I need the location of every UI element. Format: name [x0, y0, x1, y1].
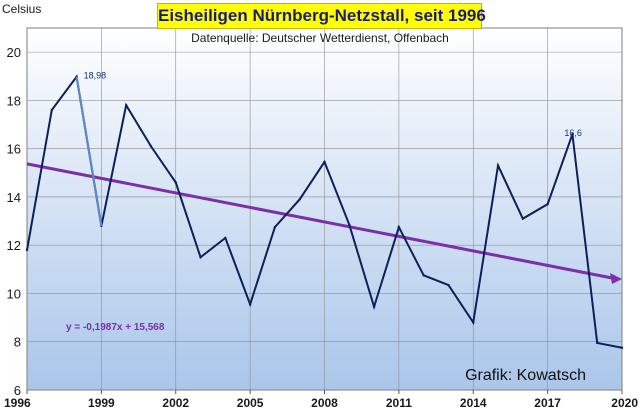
x-tick-label: 2005 [237, 396, 264, 410]
data-point [25, 248, 29, 252]
data-point [422, 274, 425, 277]
trendline [26, 162, 615, 280]
y-tick-label: 10 [7, 286, 21, 301]
data-point [50, 108, 53, 112]
grid-layer [27, 28, 622, 390]
trendline-arrowhead [610, 272, 622, 284]
data-point [348, 223, 351, 226]
y-tick-label: 20 [7, 45, 21, 60]
subtitle: Datenquelle: Deutscher Wetterdienst, Off… [191, 31, 449, 45]
x-tick-label: 2017 [534, 396, 561, 410]
data-point [372, 305, 376, 308]
data-point [546, 202, 549, 206]
y-tick-label: 16 [7, 142, 21, 157]
data-point [521, 217, 525, 220]
annotation-layer: 18,98 16,6 [84, 71, 582, 138]
highlight-segment [75, 76, 103, 227]
y-tick-label: 14 [7, 190, 21, 205]
data-point [174, 181, 177, 184]
x-tick-label: 2014 [460, 396, 487, 410]
trend-equation: y = -0,1987x + 15,568 [66, 322, 165, 333]
series-layer [25, 74, 624, 349]
data-point [224, 236, 227, 240]
x-tick-label: 2002 [162, 396, 189, 410]
y-tick-label: 8 [14, 335, 21, 350]
y-tick-label: 6 [14, 383, 21, 398]
data-point [149, 145, 153, 148]
data-point [472, 321, 475, 324]
x-tick-label: 1999 [88, 396, 115, 410]
data-point [496, 164, 500, 167]
x-tick-label: 2008 [311, 396, 338, 410]
data-point [199, 256, 202, 259]
x-tick-label: 2011 [386, 396, 412, 410]
data-point [620, 346, 624, 349]
data-point [323, 160, 326, 164]
axis-layer: 6 8 10 12 14 16 18 20 1996 1999 2002 2005 2008 2011 20… [4, 45, 638, 410]
data-point [596, 341, 599, 345]
data-point [298, 198, 301, 201]
chart-title: Eisheiligen Nürnberg-Netzstall, seit 199… [157, 3, 486, 29]
x-tick-label: 2020 [611, 396, 638, 410]
trend-layer [26, 162, 622, 284]
data-label: 18,98 [84, 71, 107, 81]
data-point [248, 303, 252, 306]
y-tick-label: 12 [7, 238, 21, 253]
y-tick-label: 18 [7, 93, 21, 108]
data-point [571, 132, 574, 136]
data-point [397, 225, 401, 229]
x-tick-label: 1996 [4, 396, 31, 410]
credit-label: Grafik: Kowatsch [465, 367, 586, 384]
data-point [447, 283, 450, 287]
data-point [273, 225, 277, 229]
data-point [124, 104, 128, 107]
data-label: 16,6 [564, 128, 582, 138]
y-axis-label: Celsius [2, 2, 41, 16]
